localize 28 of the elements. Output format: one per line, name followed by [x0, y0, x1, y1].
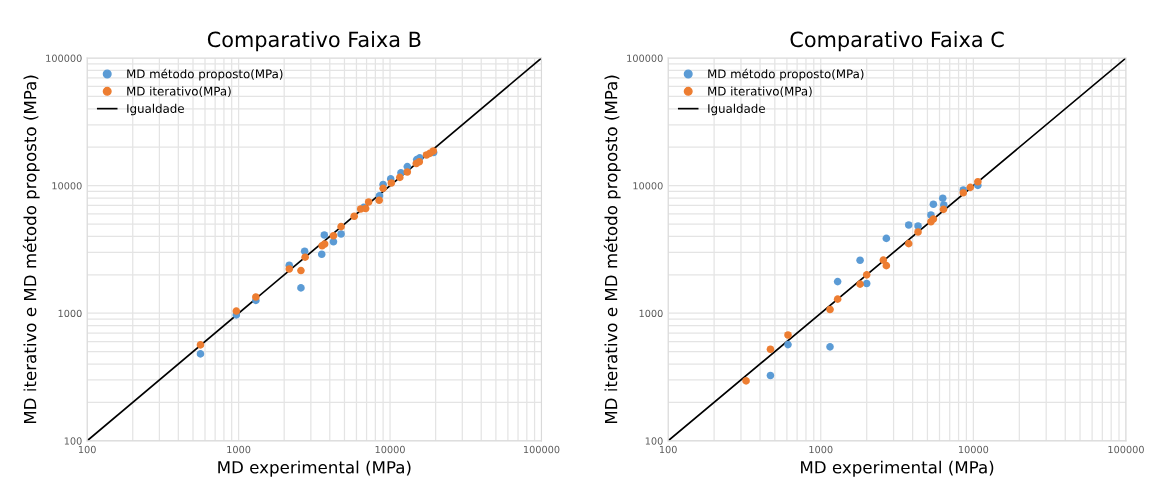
- x-tick-label: 1000: [809, 445, 833, 454]
- x-tick-label: 100: [78, 445, 96, 454]
- legend-label: MD método proposto(MPa): [127, 68, 283, 81]
- legend-label: Igualdade: [708, 103, 765, 116]
- x-tick-label: 100000: [524, 445, 560, 454]
- y-tick-label: 100000: [46, 54, 82, 62]
- chart-title: Comparativo Faixa C: [790, 31, 1004, 52]
- y-tick-label: 1000: [639, 309, 663, 318]
- x-tick-label: 100: [659, 445, 677, 454]
- y-tick-label: 100: [645, 437, 663, 445]
- x-axis-title: MD experimental (MPa): [218, 460, 411, 477]
- y-tick-label: 100000: [627, 54, 663, 62]
- x-tick-label: 10000: [958, 445, 989, 454]
- y-tick-label: 10000: [52, 182, 82, 190]
- x-tick-label: 10000: [375, 445, 405, 454]
- y-axis-title: MD iterativo e MD método proposto (MPa): [22, 75, 40, 424]
- legend-label: MD método proposto(MPa): [708, 68, 864, 81]
- x-axis-title: MD experimental (MPa): [801, 460, 994, 477]
- legend-label: MD iterativo(MPa): [708, 86, 812, 98]
- x-tick-label: 100000: [1108, 445, 1144, 454]
- legend-label: Igualdade: [127, 103, 184, 116]
- y-tick-label: 1000: [58, 309, 82, 318]
- y-axis-title: MD iterativo e MD método proposto (MPa): [603, 75, 621, 424]
- y-tick-label: 10000: [633, 182, 663, 190]
- chart-title: Comparativo Faixa B: [207, 31, 421, 52]
- legend-label: MD iterativo(MPa): [127, 86, 231, 98]
- x-tick-label: 1000: [227, 445, 251, 454]
- y-tick-label: 100: [64, 437, 82, 445]
